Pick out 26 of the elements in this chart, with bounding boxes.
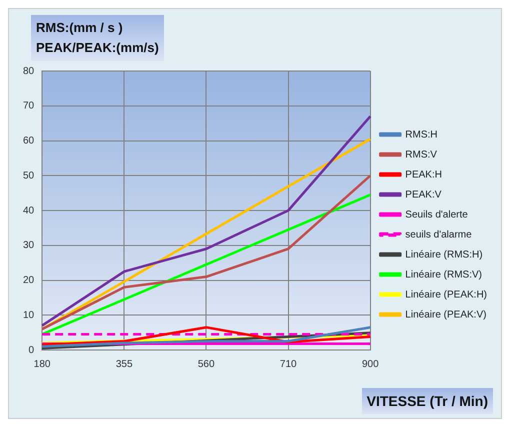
legend-label: RMS:H xyxy=(405,129,438,140)
x-tick-label: 900 xyxy=(362,358,380,370)
x-tick-label: 710 xyxy=(280,358,298,370)
y-tick-label: 70 xyxy=(23,100,35,112)
y-tick-label: 40 xyxy=(23,205,35,216)
legend-label: PEAK:H xyxy=(405,169,442,180)
legend-label: seuils d'alarme xyxy=(405,229,472,240)
x-axis-title: VITESSE (Tr / Min) xyxy=(362,388,493,414)
legend-label: Linéaire (PEAK:H) xyxy=(405,289,488,300)
legend-label: Linéaire (RMS:V) xyxy=(405,269,482,280)
y-tick-label: 10 xyxy=(23,310,35,321)
y-tick-label: 60 xyxy=(23,136,35,146)
y-tick-label: 80 xyxy=(23,66,35,77)
legend-label: RMS:V xyxy=(405,149,438,160)
y-tick-label: 30 xyxy=(23,240,35,252)
y-tick-label: 0 xyxy=(28,344,35,356)
y-tick-label: 20 xyxy=(23,275,35,286)
legend-label: Linéaire (PEAK:V) xyxy=(405,309,486,320)
x-tick-label: 560 xyxy=(198,358,215,370)
y-axis-title: RMS:(mm / s ) PEAK/PEAK:(mm/s) xyxy=(31,15,164,61)
legend-label: Seuils d'alerte xyxy=(405,209,468,220)
legend-label: Linéaire (RMS:H) xyxy=(405,249,483,260)
x-tick-label: 180 xyxy=(34,358,51,370)
x-tick-label: 355 xyxy=(116,358,133,370)
y-tick-label: 50 xyxy=(23,170,35,182)
legend-label: PEAK:V xyxy=(405,189,442,200)
